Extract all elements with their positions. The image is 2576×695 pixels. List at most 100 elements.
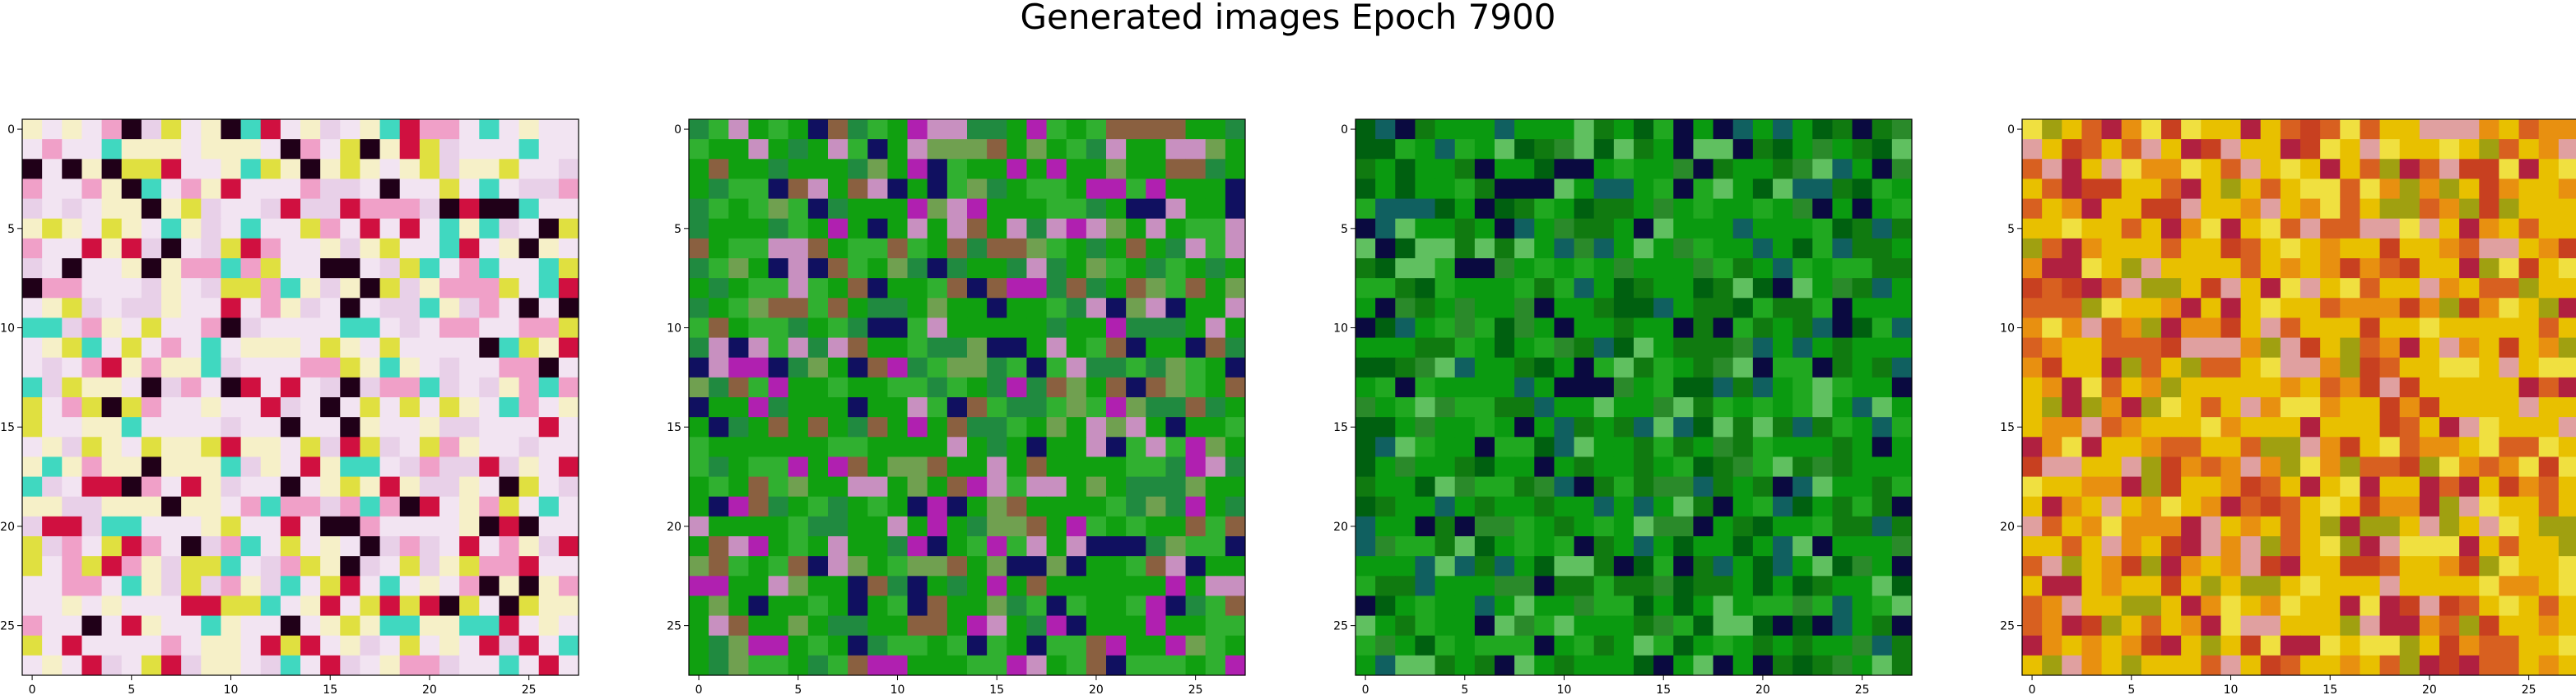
pixel-cell — [2161, 159, 2182, 179]
pixel-cell — [907, 635, 928, 656]
pixel-cell — [1495, 496, 1515, 517]
pixel-cell — [1852, 178, 1873, 200]
pixel-cell — [1593, 337, 1615, 359]
pixel-cell — [1891, 635, 1913, 656]
pixel-cell — [1613, 635, 1634, 656]
pixel-cell — [1126, 298, 1146, 318]
pixel-cell — [1793, 317, 1813, 339]
pixel-cell — [1891, 516, 1913, 537]
pixel-cell — [141, 476, 162, 498]
pixel-cell — [2320, 615, 2341, 637]
pixel-cell — [201, 437, 221, 457]
pixel-cell — [1693, 317, 1714, 339]
pixel-cell — [967, 576, 988, 596]
pixel-cell — [2101, 238, 2123, 259]
pixel-cell — [2558, 218, 2576, 239]
pixel-cell — [2439, 595, 2460, 617]
pixel-cell — [1434, 238, 1456, 259]
pixel-cell — [2479, 278, 2499, 299]
pixel-cell — [320, 159, 341, 179]
x-tick-label: 0 — [1362, 683, 1369, 695]
pixel-cell — [709, 595, 729, 617]
pixel-cell — [260, 417, 281, 438]
pixel-cell — [2538, 178, 2560, 200]
pixel-cell — [709, 536, 729, 557]
pixel-cell — [2300, 119, 2321, 140]
pixel-cell — [967, 397, 988, 418]
pixel-cell — [1852, 576, 1873, 596]
pixel-cell — [1693, 595, 1714, 617]
pixel-cell — [1185, 258, 1207, 279]
pixel-cell — [518, 655, 540, 676]
pixel-cell — [22, 476, 43, 498]
pixel-cell — [1375, 159, 1396, 179]
pixel-cell — [1066, 139, 1087, 160]
pixel-cell — [768, 218, 789, 239]
pixel-cell — [240, 516, 262, 537]
pixel-cell — [807, 536, 829, 557]
pixel-cell — [907, 655, 928, 676]
pixel-cell — [788, 496, 809, 517]
pixel-cell — [1673, 576, 1694, 596]
pixel-cell — [2419, 556, 2440, 577]
pixel-cell — [379, 178, 401, 200]
pixel-cell — [2419, 397, 2440, 418]
pixel-cell — [1046, 437, 1067, 457]
pixel-cell — [2081, 635, 2103, 656]
pixel-cell — [2081, 476, 2103, 498]
pixel-cell — [1185, 456, 1207, 478]
pixel-cell — [1205, 218, 1226, 239]
pixel-cell — [101, 496, 123, 517]
pixel-cell — [2320, 496, 2341, 517]
pixel-cell — [1713, 655, 1734, 676]
pixel-cell — [1086, 437, 1107, 457]
pixel-cell — [927, 119, 948, 140]
pixel-cell — [2141, 218, 2162, 239]
pixel-cell — [1554, 139, 1575, 160]
pixel-cell — [1185, 437, 1207, 457]
pixel-cell — [1514, 595, 1535, 617]
pixel-cell — [399, 536, 421, 557]
pixel-cell — [1713, 476, 1734, 498]
pixel-cell — [42, 576, 63, 596]
pixel-cell — [2399, 417, 2420, 438]
pixel-cell — [2022, 298, 2043, 318]
pixel-cell — [499, 417, 520, 438]
pixel-cell — [1434, 456, 1456, 478]
pixel-cell — [927, 635, 948, 656]
pixel-cell — [2260, 556, 2281, 577]
pixel-cell — [2399, 635, 2420, 656]
pixel-cell — [768, 556, 789, 577]
pixel-cell — [2300, 476, 2321, 498]
pixel-cell — [728, 337, 749, 359]
pixel-cell — [1495, 576, 1515, 596]
pixel-cell — [459, 576, 480, 596]
pixel-cell — [2399, 337, 2420, 359]
pixel-cell — [1852, 635, 1873, 656]
pixel-cell — [2141, 595, 2162, 617]
pixel-cell — [300, 615, 321, 637]
pixel-cell — [907, 437, 928, 457]
pixel-cell — [2459, 635, 2480, 656]
pixel-cell — [1355, 556, 1376, 577]
pixel-cell — [340, 298, 360, 318]
pixel-cell — [887, 556, 909, 577]
pixel-cell — [240, 576, 262, 596]
pixel-cell — [1146, 337, 1166, 359]
pixel-cell — [2260, 397, 2281, 418]
pixel-cell — [946, 397, 968, 418]
pixel-cell — [101, 198, 123, 220]
pixel-cell — [1773, 258, 1793, 279]
pixel-cell — [538, 357, 560, 378]
pixel-cell — [1812, 615, 1833, 637]
pixel-cell — [1066, 655, 1087, 676]
pixel-cell — [1415, 178, 1436, 200]
pixel-cell — [2042, 357, 2062, 378]
pixel-cell — [1653, 317, 1674, 339]
pixel-cell — [2479, 456, 2499, 478]
pixel-cell — [2022, 218, 2043, 239]
pixel-cell — [748, 317, 770, 339]
pixel-cell — [280, 655, 301, 676]
pixel-cell — [2240, 437, 2262, 457]
pixel-cell — [1355, 178, 1376, 200]
